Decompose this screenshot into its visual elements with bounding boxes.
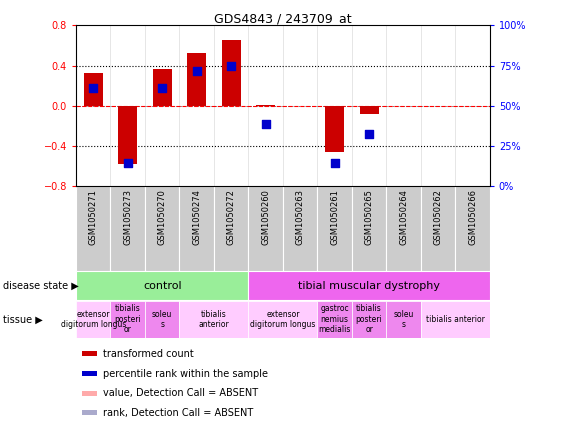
Bar (82, 391, 97, 396)
Bar (248, 301, 318, 338)
Bar (110, 301, 145, 338)
Text: transformed count: transformed count (103, 349, 194, 359)
Text: soleu
s: soleu s (394, 310, 414, 329)
Text: percentile rank within the sample: percentile rank within the sample (103, 369, 268, 379)
Text: GSM1050274: GSM1050274 (192, 189, 201, 244)
Text: tibialis
posteri
or: tibialis posteri or (356, 305, 382, 334)
Bar (222, 41, 240, 106)
Text: GSM1050263: GSM1050263 (296, 189, 305, 244)
Point (261, 121, 270, 127)
Point (192, 67, 201, 74)
Text: GSM1050261: GSM1050261 (330, 189, 339, 244)
Text: GSM1050271: GSM1050271 (89, 189, 98, 244)
Text: tissue ▶: tissue ▶ (3, 314, 43, 324)
Text: GSM1050270: GSM1050270 (158, 189, 167, 244)
Point (158, 84, 167, 91)
Text: GSM1050260: GSM1050260 (261, 189, 270, 244)
Bar (386, 186, 421, 271)
Bar (84, 73, 102, 106)
Bar (82, 371, 97, 376)
Point (89, 84, 98, 91)
Bar (325, 106, 344, 152)
Point (330, 159, 339, 166)
Text: tibialis
anterior: tibialis anterior (199, 310, 229, 329)
Bar (455, 186, 490, 271)
Bar (153, 69, 172, 106)
Bar (421, 301, 490, 338)
Bar (76, 301, 110, 338)
Text: GSM1050273: GSM1050273 (123, 189, 132, 244)
Text: tibialis anterior: tibialis anterior (426, 315, 485, 324)
Text: soleu
s: soleu s (152, 310, 172, 329)
Point (365, 131, 374, 137)
Bar (110, 186, 145, 271)
Text: tibialis
posteri
or: tibialis posteri or (114, 305, 141, 334)
Point (123, 159, 132, 166)
Bar (256, 105, 275, 106)
Text: value, Detection Call = ABSENT: value, Detection Call = ABSENT (103, 388, 258, 398)
Bar (352, 186, 386, 271)
Bar (283, 186, 318, 271)
Bar (118, 106, 137, 164)
Bar (145, 301, 180, 338)
Bar (248, 186, 283, 271)
Bar (180, 186, 214, 271)
Bar (248, 271, 490, 300)
Bar (360, 106, 378, 114)
Text: extensor
digitorum longus: extensor digitorum longus (61, 310, 126, 329)
Text: gastroc
nemius
medialis: gastroc nemius medialis (319, 305, 351, 334)
Text: control: control (143, 280, 181, 291)
Text: extensor
digitorum longus: extensor digitorum longus (250, 310, 316, 329)
Bar (386, 301, 421, 338)
Title: GDS4843 / 243709_at: GDS4843 / 243709_at (214, 12, 352, 25)
Text: GSM1050272: GSM1050272 (227, 189, 236, 244)
Bar (76, 186, 110, 271)
Text: GSM1050266: GSM1050266 (468, 189, 477, 244)
Bar (82, 351, 97, 356)
Text: GSM1050265: GSM1050265 (365, 189, 374, 244)
Text: GSM1050262: GSM1050262 (434, 189, 443, 244)
Bar (352, 301, 386, 338)
Text: disease state ▶: disease state ▶ (3, 280, 79, 291)
Bar (318, 186, 352, 271)
Bar (180, 301, 248, 338)
Bar (214, 186, 248, 271)
Text: GSM1050264: GSM1050264 (399, 189, 408, 244)
Bar (421, 186, 455, 271)
Bar (145, 186, 180, 271)
Text: tibial muscular dystrophy: tibial muscular dystrophy (298, 280, 440, 291)
Bar (318, 301, 352, 338)
Text: rank, Detection Call = ABSENT: rank, Detection Call = ABSENT (103, 408, 253, 418)
Bar (187, 52, 206, 106)
Point (227, 62, 236, 69)
Bar (82, 410, 97, 415)
Bar (76, 271, 248, 300)
